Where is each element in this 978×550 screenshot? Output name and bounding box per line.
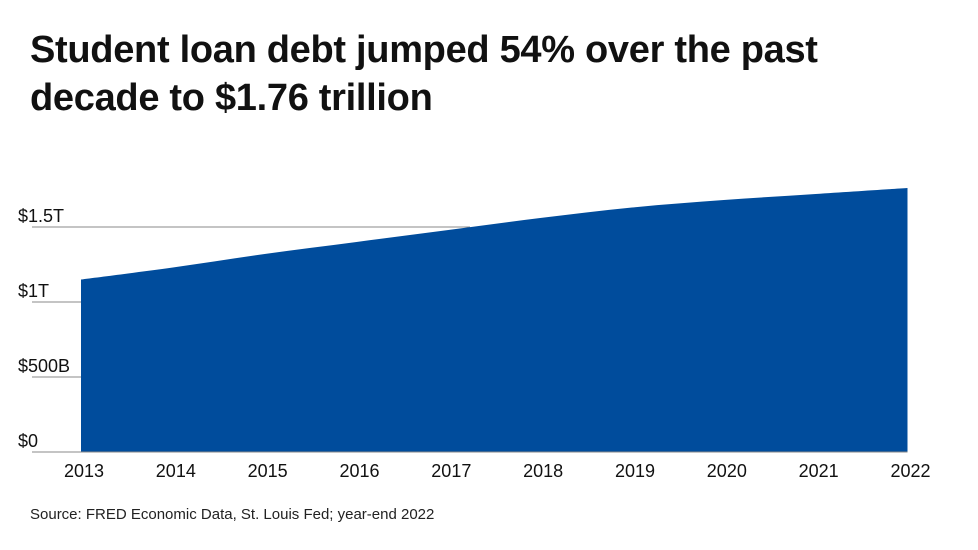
area-series [81,188,908,452]
x-tick-label: 2013 [64,461,104,481]
x-tick-label: 2016 [339,461,379,481]
source-note: Source: FRED Economic Data, St. Louis Fe… [30,506,435,523]
y-tick-label: $1T [18,281,49,301]
y-tick-label: $1.5T [18,206,64,226]
x-tick-label: 2020 [707,461,747,481]
x-tick-label: 2014 [156,461,196,481]
y-tick-label: $500B [18,356,70,376]
x-tick-label: 2019 [615,461,655,481]
x-tick-label: 2021 [799,461,839,481]
chart-title: Student loan debt jumped 54% over the pa… [30,29,818,119]
x-tick-label: 2017 [431,461,471,481]
x-tick-label: 2022 [890,461,930,481]
x-tick-label: 2018 [523,461,563,481]
x-tick-label: 2015 [248,461,288,481]
y-tick-label: $0 [18,431,38,451]
